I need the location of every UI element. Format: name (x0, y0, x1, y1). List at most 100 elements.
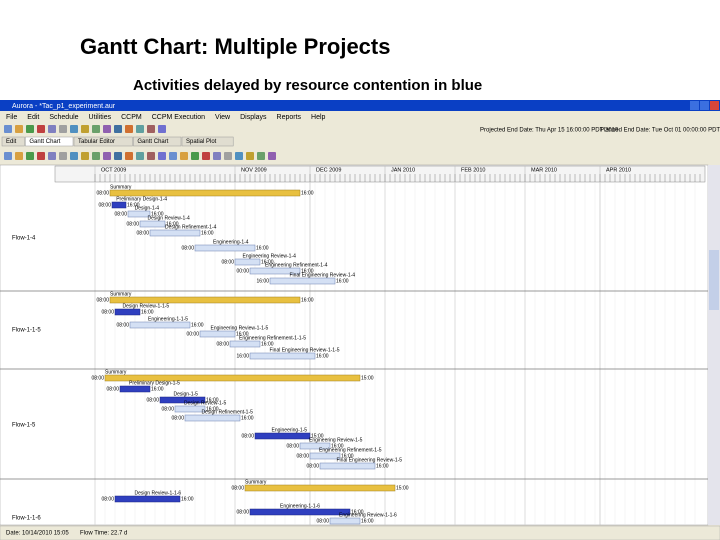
start-time: 08:00 (116, 322, 129, 328)
toolbar-button[interactable] (202, 152, 210, 160)
scroll-thumb[interactable] (709, 250, 719, 310)
task-bar (119, 385, 151, 393)
toolbar-button[interactable] (59, 125, 67, 133)
toolbar-button[interactable] (48, 125, 56, 133)
toolbar-button[interactable] (15, 125, 23, 133)
toolbar-button[interactable] (37, 152, 45, 160)
toolbar-button[interactable] (268, 152, 276, 160)
tab[interactable] (181, 136, 234, 147)
month-label: DEC 2009 (316, 167, 341, 173)
tab[interactable] (133, 136, 182, 147)
toolbar-button[interactable] (92, 152, 100, 160)
toolbar-button[interactable] (92, 125, 100, 133)
menu-item[interactable]: Displays (240, 114, 267, 121)
toolbar-button[interactable] (114, 125, 122, 133)
menu-item[interactable]: File (6, 114, 17, 121)
start-time: 08:00 (286, 443, 299, 449)
task-bar (199, 330, 236, 338)
task-bar (194, 244, 256, 252)
start-time: 08:00 (241, 433, 254, 439)
end-time: 15:00 (361, 375, 374, 381)
tab-label[interactable]: Spatial Plot (186, 139, 217, 145)
task-label: Summary (245, 479, 267, 485)
menu-item[interactable]: CCPM Execution (152, 114, 205, 121)
task-label: Engineering-1-5 (272, 427, 308, 433)
start-time: 16:00 (256, 278, 269, 284)
toolbar-button[interactable] (147, 125, 155, 133)
toolbar-button[interactable] (4, 125, 12, 133)
toolbar-button[interactable] (246, 152, 254, 160)
toolbar-button[interactable] (180, 152, 188, 160)
end-time: 16:00 (316, 353, 329, 359)
toolbar-button[interactable] (81, 125, 89, 133)
end-time: 16:00 (241, 415, 254, 421)
toolbar-button[interactable] (103, 152, 111, 160)
end-time: 16:00 (151, 386, 164, 392)
toolbar-button[interactable] (147, 152, 155, 160)
end-time: 16:00 (301, 190, 314, 196)
toolbar-button[interactable] (224, 152, 232, 160)
menu-item[interactable]: CCPM (121, 114, 142, 121)
task-label: Final Engineering Review-1-1-5 (270, 347, 340, 353)
toolbar-button[interactable] (48, 152, 56, 160)
toolbar-button[interactable] (26, 125, 34, 133)
tab-label[interactable]: Tabular Editor (78, 139, 115, 145)
toolbar-button[interactable] (136, 152, 144, 160)
task-label: Engineering-1-1-6 (280, 503, 320, 509)
toolbar-button[interactable] (191, 152, 199, 160)
end-time: 16:00 (331, 443, 344, 449)
slide-title: Gantt Chart: Multiple Projects (80, 34, 390, 59)
tab[interactable] (25, 136, 74, 147)
toolbar-button[interactable] (4, 152, 12, 160)
menu-item[interactable]: Schedule (49, 114, 78, 121)
toolbar-button[interactable] (70, 152, 78, 160)
end-time: 16:00 (206, 397, 219, 403)
start-time: 08:00 (101, 309, 114, 315)
toolbar-button[interactable] (70, 125, 78, 133)
toolbar-button[interactable] (15, 152, 23, 160)
menu-item[interactable]: Edit (27, 114, 39, 121)
tab[interactable] (1, 136, 25, 147)
start-time: 08:00 (114, 211, 127, 217)
menu-item[interactable]: Utilities (89, 114, 112, 121)
toolbar-button[interactable] (213, 152, 221, 160)
menu-item[interactable]: Reports (277, 114, 302, 121)
menu-item[interactable]: Help (311, 114, 326, 121)
maximize-button[interactable] (700, 101, 709, 110)
toolbar-button[interactable] (81, 152, 89, 160)
start-time: 08:00 (231, 485, 244, 491)
toolbar-button[interactable] (169, 152, 177, 160)
task-label: Final Engineering Review-1-4 (290, 272, 356, 278)
toolbar-button[interactable] (103, 125, 111, 133)
minimize-button[interactable] (690, 101, 699, 110)
task-bar (319, 462, 376, 470)
end-time: 16:00 (256, 245, 269, 251)
toolbar-button[interactable] (37, 125, 45, 133)
toolbar-button[interactable] (125, 152, 133, 160)
toolbar-button[interactable] (136, 125, 144, 133)
tab-row (0, 136, 720, 146)
tab-label[interactable]: Gantt Chart (137, 139, 168, 145)
toolbar-button[interactable] (26, 152, 34, 160)
task-label: Engineering Refinement-1-5 (319, 447, 382, 453)
scrollbar[interactable] (708, 165, 720, 525)
toolbar-button[interactable] (125, 125, 133, 133)
month-label: FEB 2010 (461, 167, 485, 173)
task-label: Preliminary Design-1-4 (116, 196, 167, 202)
end-time: 16:00 (351, 509, 364, 515)
tab[interactable] (73, 136, 133, 147)
tab-label[interactable]: Gantt Chart (29, 139, 60, 145)
task-label: Summary (110, 184, 132, 190)
toolbar-button[interactable] (257, 152, 265, 160)
flow-label: Flow-1-4 (12, 236, 36, 242)
toolbar-button[interactable] (59, 152, 67, 160)
toolbar-button[interactable] (235, 152, 243, 160)
task-label: Design-1-4 (135, 205, 160, 211)
close-button[interactable] (710, 101, 719, 110)
planned-end-date: Planned End Date: Tue Oct 01 00:00:00 PD… (600, 128, 720, 134)
toolbar-button[interactable] (158, 125, 166, 133)
tab-label[interactable]: Edit (6, 139, 17, 145)
toolbar-button[interactable] (158, 152, 166, 160)
menu-item[interactable]: View (215, 114, 231, 121)
toolbar-button[interactable] (114, 152, 122, 160)
